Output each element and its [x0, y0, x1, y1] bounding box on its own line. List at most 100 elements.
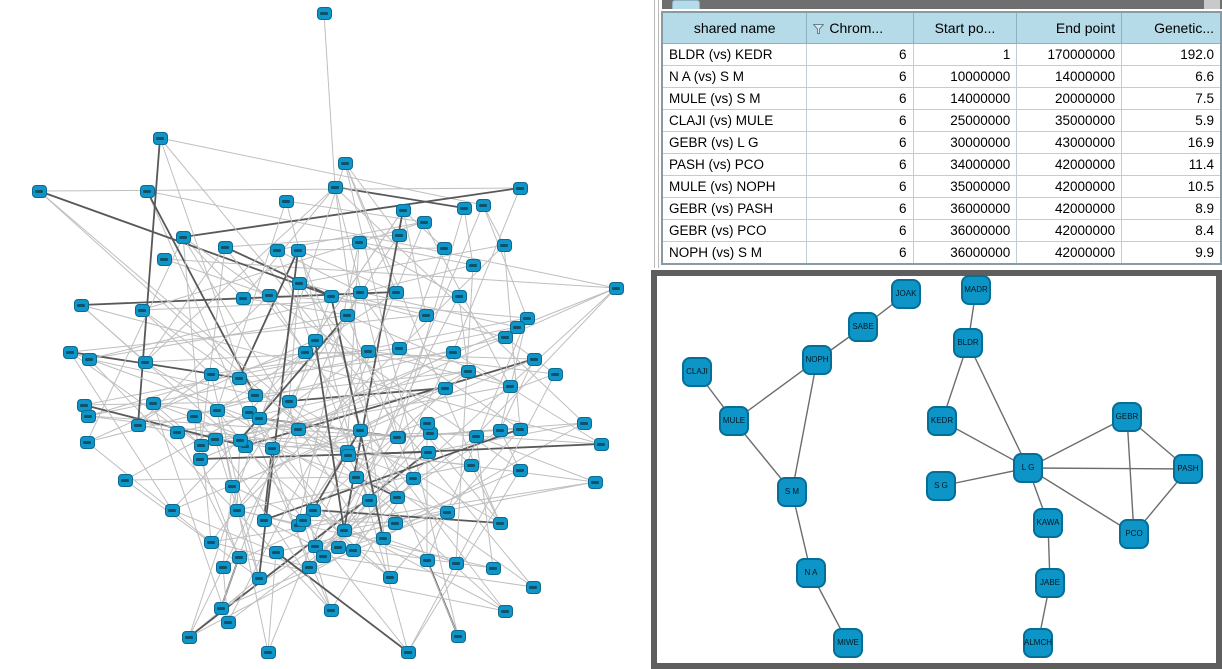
node-PCO[interactable]: PCO [1119, 519, 1149, 549]
network-node[interactable] [587, 475, 603, 489]
node-MADR[interactable]: MADR [961, 275, 991, 305]
network-node[interactable] [156, 252, 172, 266]
node-BLDR[interactable]: BLDR [953, 328, 983, 358]
network-node[interactable] [437, 381, 453, 395]
network-node[interactable] [351, 235, 367, 249]
panel-divider[interactable] [658, 0, 659, 268]
network-node[interactable] [193, 438, 209, 452]
network-node[interactable] [145, 396, 161, 410]
panel-divider[interactable] [654, 0, 655, 268]
network-node[interactable] [315, 549, 331, 563]
network-node[interactable] [130, 418, 146, 432]
network-node[interactable] [278, 194, 294, 208]
node-NOPH[interactable]: NOPH [802, 345, 832, 375]
network-node[interactable] [330, 540, 346, 554]
network-node[interactable] [229, 503, 245, 517]
node-S-G[interactable]: S G [926, 471, 956, 501]
network-node[interactable] [220, 615, 236, 629]
network-node[interactable] [290, 422, 306, 436]
network-node[interactable] [295, 513, 311, 527]
network-node[interactable] [492, 423, 508, 437]
network-node[interactable] [117, 473, 133, 487]
network-node[interactable] [297, 345, 313, 359]
network-node[interactable] [450, 629, 466, 643]
node-SABE[interactable]: SABE [848, 312, 878, 342]
network-node[interactable] [348, 470, 364, 484]
node-PASH[interactable]: PASH [1173, 454, 1203, 484]
network-node[interactable] [232, 433, 248, 447]
network-node[interactable] [336, 523, 352, 537]
network-node[interactable] [260, 645, 276, 659]
network-node[interactable] [382, 570, 398, 584]
node-ALMCH[interactable]: ALMCH [1023, 628, 1053, 658]
network-node[interactable] [301, 560, 317, 574]
network-node[interactable] [217, 240, 233, 254]
network-node[interactable] [509, 320, 525, 334]
network-node[interactable] [337, 156, 353, 170]
network-node[interactable] [81, 352, 97, 366]
network-node[interactable] [361, 493, 377, 507]
network-node[interactable] [340, 448, 356, 462]
column-header-0[interactable]: shared name [661, 11, 808, 44]
network-node[interactable] [375, 531, 391, 545]
network-node[interactable] [608, 281, 624, 295]
node-KAWA[interactable]: KAWA [1033, 508, 1063, 538]
network-node[interactable] [62, 345, 78, 359]
network-node[interactable] [281, 394, 297, 408]
network-node[interactable] [181, 630, 197, 644]
table-row[interactable]: GEBR (vs) L G 6 30000000 43000000 16.9 [661, 131, 1222, 154]
network-node[interactable] [439, 505, 455, 519]
network-node[interactable] [593, 437, 609, 451]
network-node[interactable] [291, 276, 307, 290]
column-header-4[interactable]: Genetic... [1121, 11, 1222, 44]
network-node[interactable] [164, 503, 180, 517]
network-node[interactable] [448, 556, 464, 570]
network-node[interactable] [456, 201, 472, 215]
node-MULE[interactable]: MULE [719, 406, 749, 436]
node-CLAJI[interactable]: CLAJI [682, 357, 712, 387]
network-node[interactable] [492, 516, 508, 530]
table-row[interactable]: GEBR (vs) PASH 6 36000000 42000000 8.9 [661, 197, 1222, 220]
network-node[interactable] [419, 416, 435, 430]
network-node[interactable] [496, 238, 512, 252]
node-GEBR[interactable]: GEBR [1112, 402, 1142, 432]
network-node[interactable] [497, 604, 513, 618]
main-network-view[interactable] [0, 0, 651, 669]
network-node[interactable] [192, 452, 208, 466]
table-row[interactable]: GEBR (vs) PCO 6 36000000 42000000 8.4 [661, 219, 1222, 242]
filtered-network-view[interactable]: JOAK SABE NOPH CLAJI MULE S M N A MIWE MADR BLDR K… [651, 270, 1222, 669]
network-node[interactable] [485, 561, 501, 575]
network-node[interactable] [352, 423, 368, 437]
network-node[interactable] [360, 344, 376, 358]
network-node[interactable] [547, 367, 563, 381]
network-node[interactable] [235, 291, 251, 305]
network-node[interactable] [247, 388, 263, 402]
network-node[interactable] [231, 371, 247, 385]
network-node[interactable] [512, 422, 528, 436]
node-KEDR[interactable]: KEDR [927, 406, 957, 436]
network-node[interactable] [80, 409, 96, 423]
table-row[interactable]: N A (vs) S M 6 10000000 14000000 6.6 [661, 65, 1222, 88]
network-node[interactable] [526, 352, 542, 366]
network-node[interactable] [261, 288, 277, 302]
network-node[interactable] [445, 345, 461, 359]
network-node[interactable] [323, 289, 339, 303]
column-header-3[interactable]: End point [1016, 11, 1123, 44]
network-node[interactable] [345, 543, 361, 557]
network-node[interactable] [203, 535, 219, 549]
table-row[interactable]: BLDR (vs) KEDR 6 1 170000000 192.0 [661, 43, 1222, 66]
network-node[interactable] [79, 435, 95, 449]
network-node[interactable] [389, 430, 405, 444]
network-node[interactable] [137, 355, 153, 369]
network-node[interactable] [465, 258, 481, 272]
network-node[interactable] [339, 308, 355, 322]
network-node[interactable] [497, 330, 513, 344]
network-node[interactable] [134, 303, 150, 317]
node-S-M[interactable]: S M [777, 477, 807, 507]
network-node[interactable] [389, 490, 405, 504]
network-node[interactable] [468, 429, 484, 443]
network-node[interactable] [502, 379, 518, 393]
network-node[interactable] [175, 230, 191, 244]
network-node[interactable] [391, 228, 407, 242]
column-header-2[interactable]: Start po... [912, 11, 1018, 44]
